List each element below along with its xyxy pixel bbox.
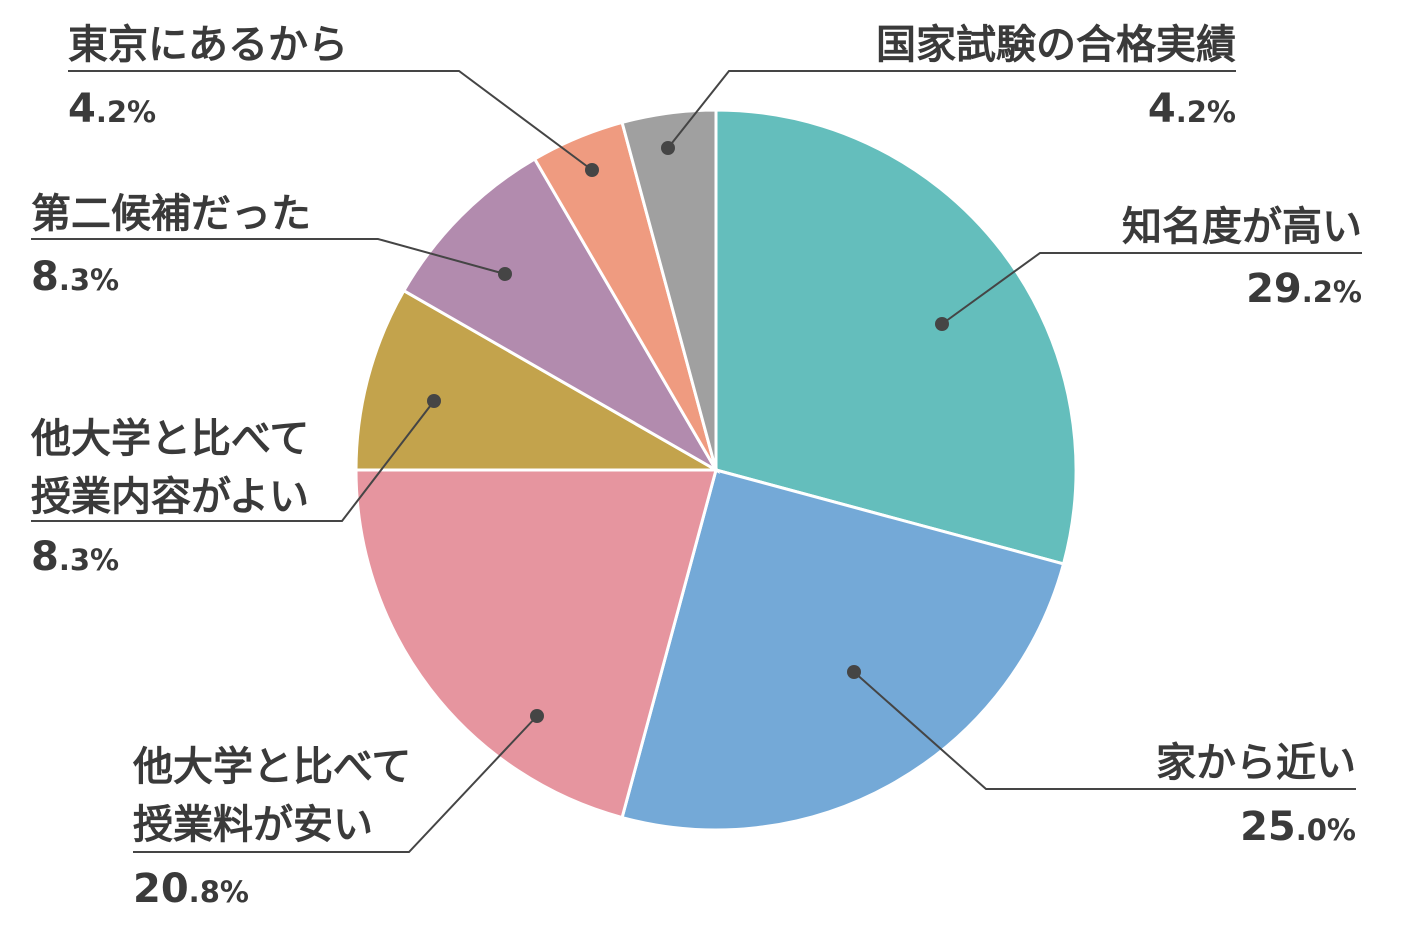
slice-label: 第二候補だった [31, 191, 311, 237]
slice-value: 29.2% [1246, 266, 1362, 312]
leader-line [853, 671, 1356, 790]
pie-slices [354, 108, 1078, 832]
slice-value-frac: .3% [59, 543, 119, 577]
slice-value: 4.2% [68, 86, 156, 132]
slice-value: 4.2% [1148, 86, 1236, 132]
slice-value-main: 4 [68, 86, 96, 132]
slice-label: 他大学と比べて [30, 416, 309, 462]
slice-label-group: 知名度が高い 29.2% [935, 204, 1362, 331]
slice-label: 他大学と比べて [132, 744, 411, 790]
slice-value: 8.3% [31, 254, 119, 300]
slice-label: 東京にあるから [68, 22, 348, 68]
slice-label: 国家試験の合格実績 [876, 22, 1236, 68]
pie-slice [401, 156, 721, 475]
leader-line [31, 238, 506, 275]
slice-label-group: 国家試験の合格実績 4.2% [661, 22, 1236, 155]
slice-value-frac: .2% [1302, 275, 1362, 309]
leader-line [31, 400, 435, 522]
slice-value-main: 29 [1246, 266, 1302, 312]
pie-slice [620, 468, 1066, 832]
slice-value: 8.3% [31, 534, 119, 580]
leader-line [133, 715, 538, 853]
pie-slice [620, 108, 718, 471]
slice-value-main: 4 [1148, 86, 1176, 132]
pie-slice [714, 108, 1078, 566]
leader-line [667, 70, 1236, 149]
slice-value-main: 8 [31, 534, 59, 580]
slice-label: 家から近い [1156, 740, 1356, 786]
slice-labels: 知名度が高い29.2%家から近い25.0%他大学と比べて授業料が安い20.8%他… [30, 22, 1362, 912]
leader-line [68, 70, 593, 171]
leader-line [941, 252, 1362, 325]
slice-value: 20.8% [133, 866, 249, 912]
leader-dot [585, 163, 599, 177]
slice-label: 授業料が安い [133, 802, 373, 848]
slice-value-main: 20 [133, 866, 189, 912]
slice-value-main: 25 [1240, 804, 1296, 850]
slice-label-group: 東京にあるから 4.2% [68, 22, 599, 177]
pie-slice [354, 468, 718, 820]
leader-dot [935, 317, 949, 331]
slice-label: 授業内容がよい [31, 474, 309, 520]
pie-slice [354, 288, 722, 472]
slice-value-frac: .8% [189, 875, 249, 909]
slice-value-frac: .2% [1176, 95, 1236, 129]
leader-dot [530, 709, 544, 723]
leader-dot [661, 141, 675, 155]
leader-dot [427, 394, 441, 408]
slice-value-frac: .3% [59, 263, 119, 297]
slice-label-group: 家から近い 25.0% [847, 665, 1356, 850]
slice-value-main: 8 [31, 254, 59, 300]
slice-label: 知名度が高い [1122, 204, 1362, 250]
slice-value: 25.0% [1240, 804, 1356, 850]
leader-dot [498, 267, 512, 281]
leader-dot [847, 665, 861, 679]
slice-label-group: 第二候補だった 8.3% [31, 191, 512, 300]
slice-value-frac: .0% [1296, 813, 1356, 847]
slice-value-frac: .2% [96, 95, 156, 129]
